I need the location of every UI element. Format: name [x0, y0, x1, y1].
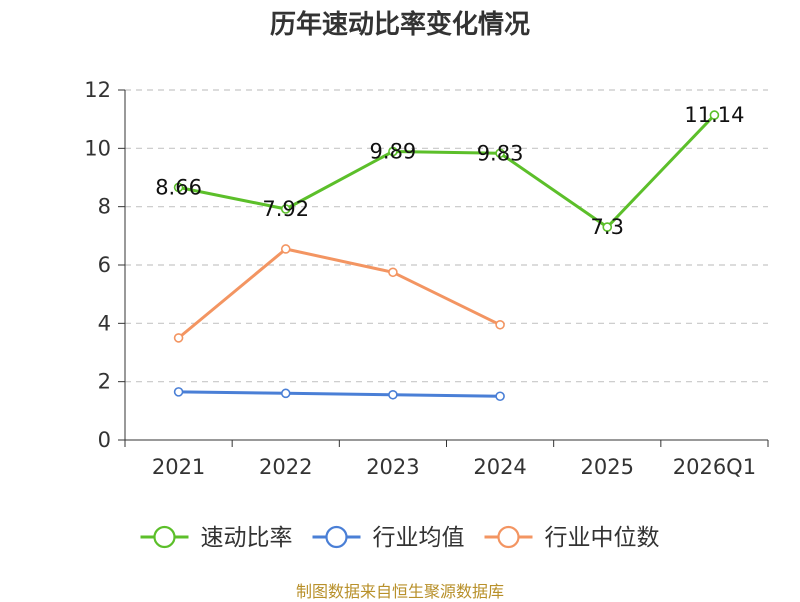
- data-label: 7.3: [591, 215, 624, 239]
- y-tick-label: 6: [98, 253, 111, 277]
- series-lines: [173, 110, 720, 402]
- series-line-1: [177, 113, 716, 229]
- series-line-3: [177, 247, 502, 340]
- data-point: [280, 244, 291, 254]
- data-point: [173, 333, 184, 343]
- grid-lines: [125, 89, 768, 383]
- legend-label: 速动比率: [201, 525, 293, 551]
- legend-swatch-marker: [153, 525, 176, 549]
- legend-item-3: 行业中位数: [484, 525, 660, 551]
- data-point: [709, 110, 720, 120]
- y-tick-label: 2: [98, 370, 111, 394]
- data-point: [280, 388, 291, 399]
- chart-title: 历年速动比率变化情况: [269, 10, 530, 40]
- legend: 速动比率 行业均值 行业中位数: [140, 525, 660, 551]
- x-tick-label: 2023: [366, 455, 419, 479]
- y-tick-label: 10: [84, 136, 111, 160]
- legend-item-1: 速动比率: [140, 525, 293, 551]
- y-tick-label: 4: [98, 311, 111, 335]
- data-label: 9.83: [477, 141, 524, 165]
- data-point: [388, 267, 398, 278]
- y-tick-label: 0: [98, 428, 111, 452]
- data-point: [388, 389, 398, 400]
- data-labels: 8.66 7.92 9.89 9.83 7.3 11.14: [155, 103, 744, 239]
- x-tick-label: 2026Q1: [673, 455, 756, 479]
- legend-swatch-marker: [325, 525, 348, 549]
- data-label: 9.89: [370, 140, 417, 164]
- data-point: [495, 391, 505, 402]
- data-point: [388, 146, 398, 157]
- data-point: [495, 148, 505, 159]
- x-tick-label: 2024: [473, 455, 526, 479]
- data-point: [173, 387, 184, 397]
- axes: 0 2 4 6 8 10 12 2021 2022 2023 2024 2025 2026Q1: [84, 78, 769, 479]
- series-line-2: [177, 390, 502, 398]
- source-note: 制图数据来自恒生聚源数据库: [295, 582, 504, 601]
- data-point: [495, 319, 505, 330]
- data-point: [280, 204, 291, 214]
- data-point: [173, 182, 184, 193]
- x-tick-label: 2025: [581, 455, 634, 479]
- legend-swatch-marker: [497, 525, 520, 549]
- y-tick-label: 12: [84, 78, 111, 102]
- data-label: 7.92: [262, 197, 309, 221]
- data-label: 11.14: [684, 103, 744, 127]
- data-label: 8.66: [155, 175, 202, 199]
- x-tick-label: 2021: [152, 455, 205, 479]
- legend-label: 行业中位数: [545, 525, 660, 551]
- x-tick-label: 2022: [259, 455, 312, 479]
- legend-item-2: 行业均值: [312, 525, 465, 551]
- data-point: [602, 222, 613, 232]
- legend-label: 行业均值: [373, 525, 465, 551]
- y-tick-label: 8: [98, 195, 111, 219]
